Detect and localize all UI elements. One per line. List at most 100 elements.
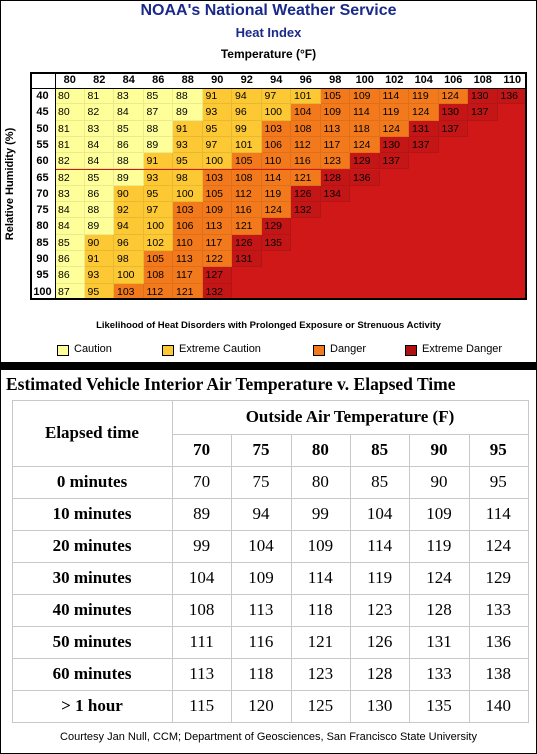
heat-cell: 110: [173, 234, 203, 251]
heat-cell: 132: [202, 283, 232, 300]
heat-cell: 95: [173, 153, 203, 170]
grid-line: [12, 626, 528, 627]
table-cell: 114: [367, 536, 393, 555]
row-header: 90: [36, 253, 49, 265]
heat-cell: 85: [55, 234, 85, 251]
row-label: 40 minutes: [52, 600, 132, 619]
heat-cell: 91: [202, 88, 232, 105]
table-cell: 114: [307, 568, 333, 587]
column-header: 100: [355, 74, 374, 86]
header-rule: [30, 88, 527, 89]
table-cell: 133: [426, 664, 452, 683]
heat-cell: 117: [202, 234, 232, 251]
heat-cell: 91: [84, 251, 114, 268]
heat-cell: 84: [114, 104, 144, 121]
table-cell: 104: [188, 568, 215, 587]
heat-cell: 81: [55, 120, 85, 137]
column-header: 85: [371, 440, 389, 459]
heat-cell: 82: [55, 153, 85, 170]
heat-cell: 124: [438, 88, 468, 105]
column-header: 70: [193, 440, 211, 459]
heat-cell: 91: [143, 153, 173, 170]
grid-line: [12, 690, 528, 691]
heat-cell: 100: [173, 185, 203, 203]
table-cell: 135: [426, 696, 452, 715]
row-header: 95: [36, 269, 49, 282]
grid-line: [527, 400, 529, 723]
heat-cell: 100: [143, 218, 173, 235]
grid-line: [12, 658, 528, 659]
heat-cell: 121: [232, 218, 262, 235]
heat-cell: 93: [202, 104, 232, 121]
heat-cell: 83: [84, 120, 114, 137]
grid-line: [12, 530, 528, 531]
heat-cell: 95: [202, 120, 232, 137]
heat-cell: 124: [409, 104, 439, 121]
rowhead-rule: [55, 72, 56, 300]
heat-cell: 122: [202, 251, 232, 268]
heat-cell: 130: [438, 104, 468, 121]
heat-cell: 114: [261, 169, 291, 186]
column-header: 92: [240, 74, 253, 86]
heat-cell: 106: [261, 136, 291, 154]
subtitle: Heat Index: [235, 25, 302, 40]
column-header: 102: [385, 74, 404, 86]
heat-cell: 102: [143, 234, 173, 251]
heat-cell: 96: [232, 104, 262, 121]
heat-cell: 112: [291, 136, 321, 154]
row-header: 70: [36, 187, 49, 200]
table-cell: 111: [189, 632, 214, 651]
heat-cell: 98: [114, 251, 144, 268]
table-border: [30, 72, 527, 300]
heat-cell: 88: [84, 202, 114, 219]
heat-cell: 88: [143, 120, 173, 137]
table-cell: 140: [485, 696, 512, 715]
table-cell: 130: [366, 696, 393, 715]
heat-cell: 103: [114, 283, 144, 300]
heat-cell: 113: [320, 120, 350, 137]
heat-cell: 104: [291, 104, 321, 121]
heat-cell: 105: [143, 251, 173, 268]
heat-cell: 112: [143, 283, 173, 300]
grid-line: [12, 400, 13, 722]
column-group-label: Outside Air Temperature (F): [245, 407, 455, 426]
heat-cell: 105: [232, 153, 262, 170]
row-header: 50: [36, 122, 49, 135]
table-cell: 138: [485, 664, 512, 683]
table-cell: 118: [248, 664, 274, 683]
table-cell: 99: [193, 536, 211, 555]
heat-cell: 98: [173, 169, 203, 186]
grid-line: [409, 434, 411, 722]
table-cell: 131: [426, 632, 452, 651]
table-cell: 104: [248, 536, 274, 555]
heat-cell: 108: [232, 169, 262, 186]
grid-line: [468, 434, 470, 722]
title: NOAA's National Weather Service: [140, 2, 397, 19]
heat-cell: 116: [291, 153, 321, 170]
column-header: 80: [63, 74, 76, 86]
heat-cell: 136: [350, 169, 380, 186]
grid-line: [172, 400, 173, 722]
grid-line: [12, 400, 528, 401]
heat-cell: 100: [261, 104, 291, 121]
heat-cell: 106: [173, 218, 203, 235]
table-cell: 109: [307, 536, 334, 555]
table-cell: 133: [485, 600, 512, 619]
table-cell: 104: [366, 504, 393, 523]
heat-cell: 119: [379, 104, 409, 121]
table-cell: 124: [485, 536, 512, 555]
column-header: 104: [414, 74, 433, 86]
heat-cell: 90: [114, 185, 144, 203]
heat-cell: 135: [261, 234, 291, 251]
column-header: 106: [444, 74, 463, 86]
grid-line: [290, 434, 292, 722]
heat-cell: 108: [143, 267, 173, 284]
heat-cell: 86: [114, 136, 144, 154]
heat-cell: 118: [350, 120, 380, 137]
table-cell: 123: [366, 600, 393, 619]
heat-cell: 119: [409, 88, 439, 105]
table-cell: 119: [426, 536, 452, 555]
heat-cell: 101: [232, 136, 262, 154]
table-cell: 89: [193, 504, 211, 523]
table-cell: 95: [489, 472, 507, 491]
